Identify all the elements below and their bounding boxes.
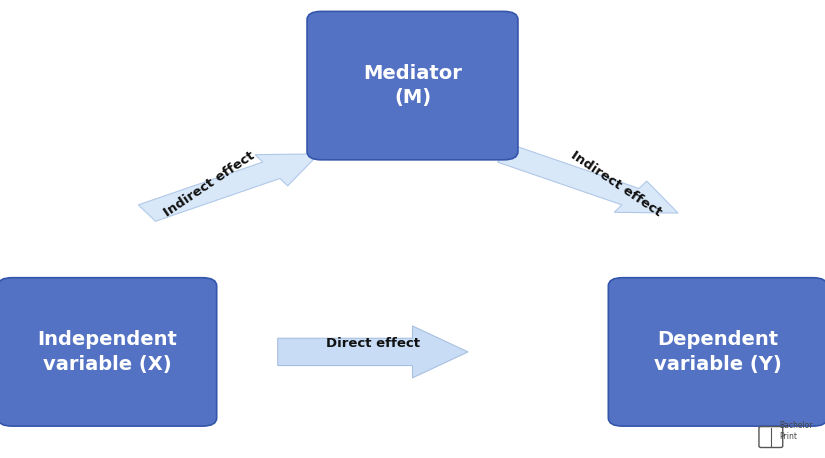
FancyBboxPatch shape [0,278,217,426]
Text: Direct effect: Direct effect [326,337,420,350]
Text: Indirect effect: Indirect effect [568,149,664,219]
Text: Mediator
(M): Mediator (M) [363,64,462,107]
Text: Dependent
variable (Y): Dependent variable (Y) [654,330,781,374]
Polygon shape [139,154,319,221]
Polygon shape [278,326,468,378]
Text: Bachelor
Print: Bachelor Print [780,421,813,441]
Text: Independent
variable (X): Independent variable (X) [37,330,177,374]
FancyBboxPatch shape [608,278,825,426]
FancyBboxPatch shape [307,11,518,160]
Polygon shape [497,146,678,213]
Text: Indirect effect: Indirect effect [161,149,257,219]
